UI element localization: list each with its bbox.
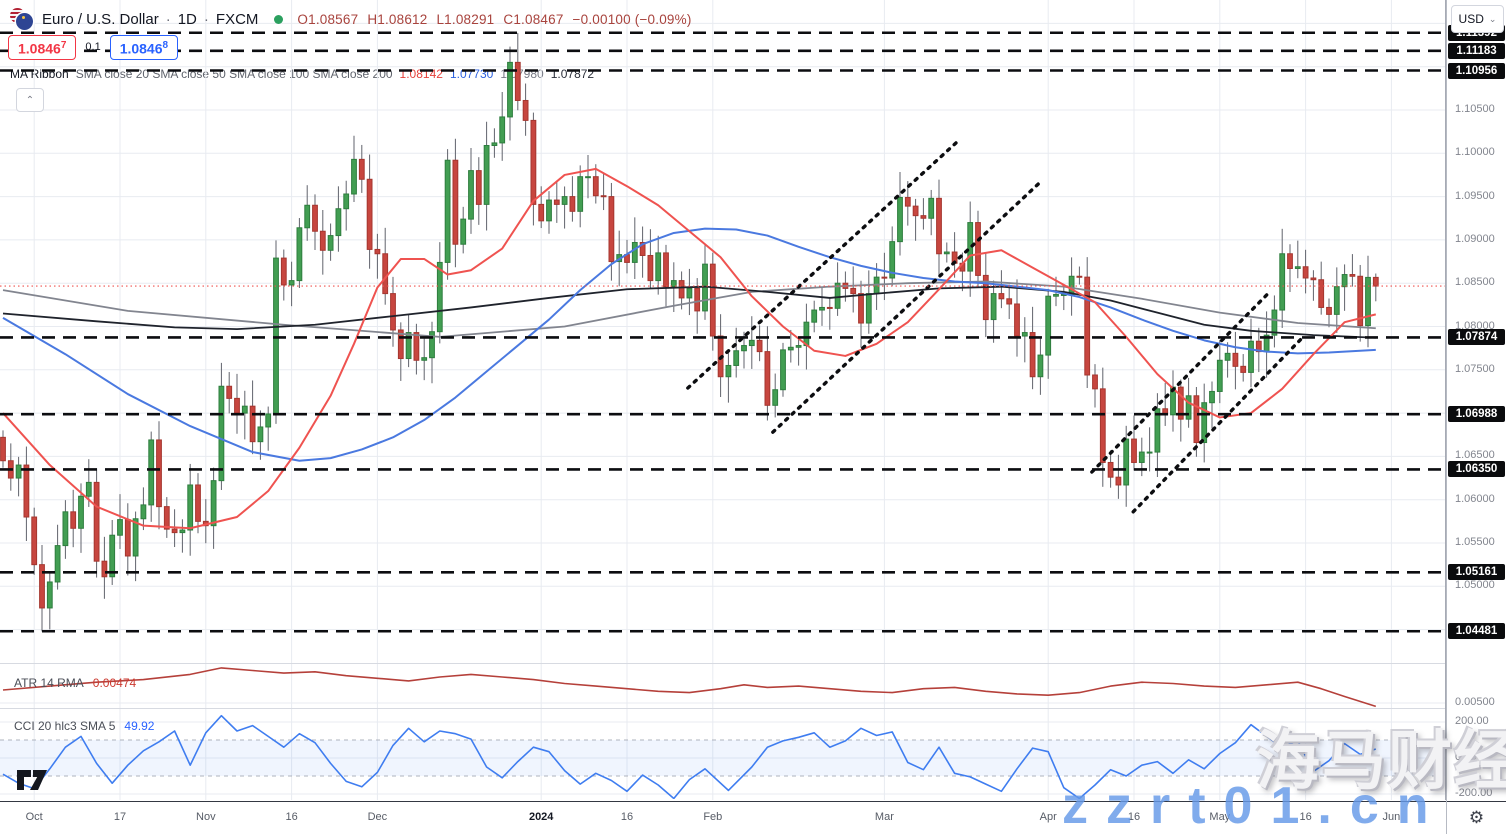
cci-tick-label: -200.00 — [1455, 787, 1493, 799]
atr-label: ATR 14 RMA — [14, 676, 84, 690]
price-tick-label: 1.10500 — [1455, 103, 1495, 115]
title-separator: · — [203, 10, 209, 28]
time-axis-label: 16 — [620, 811, 634, 823]
price-tick-label: 1.06000 — [1455, 492, 1495, 505]
atr-tick-label: 0.00500 — [1455, 696, 1495, 708]
cci-legend[interactable]: CCI 20 hlc3 SMA 5 49.92 — [14, 719, 154, 733]
symbol-header[interactable]: Euro / U.S. Dollar · 1D · FXCM O1.08567 … — [10, 8, 692, 30]
price-tick-label: 1.07500 — [1455, 362, 1495, 375]
level-price-label: 1.11183 — [1448, 42, 1505, 59]
eurusd-flag-icon — [10, 8, 34, 30]
axis-settings-corner[interactable]: ⚙ — [1446, 801, 1506, 834]
chart-canvas[interactable] — [0, 0, 1446, 801]
timeframe-label[interactable]: 1D — [177, 10, 197, 28]
cci-label: CCI 20 hlc3 SMA 5 — [14, 719, 116, 733]
order-panel: 1.08467 0.1 1.08468 — [8, 35, 179, 60]
time-axis-label: 16 — [285, 811, 298, 823]
ohlc-readout: O1.08567 H1.08612 L1.08291 C1.08467 −0.0… — [297, 12, 691, 27]
time-axis-label: Apr — [1039, 811, 1057, 823]
level-price-label: 1.10956 — [1448, 62, 1505, 79]
time-axis-label: 17 — [113, 811, 127, 823]
time-axis-label: Dec — [367, 811, 388, 823]
time-axis-label: 2024 — [528, 811, 554, 823]
cci-tick-label: 200.00 — [1455, 715, 1489, 727]
price-axis[interactable]: USD ⌄ 1.10500 1.10000 1.09500 1.09000 1.0850… — [1446, 0, 1506, 801]
ma-value: 1.07730 — [449, 67, 494, 81]
market-status-dot-icon — [274, 14, 284, 24]
price-tick-label: 1.05000 — [1455, 579, 1495, 592]
tradingview-logo-icon[interactable] — [16, 768, 52, 792]
time-axis-label: 16 — [1299, 811, 1312, 823]
exchange-label: FXCM — [215, 10, 259, 28]
chevron-up-icon: ⌃ — [25, 94, 35, 106]
gear-icon[interactable]: ⚙ — [1468, 808, 1485, 827]
ohlc-open: O1.08567 — [297, 11, 359, 27]
symbol-title[interactable]: Euro / U.S. Dollar — [42, 10, 159, 28]
currency-label: USD — [1458, 12, 1484, 26]
buy-button[interactable]: 1.08468 — [109, 35, 179, 60]
price-tick-label: 1.08500 — [1455, 276, 1495, 289]
ma-value: 1.07872 — [550, 67, 595, 81]
time-axis-label: Mar — [874, 811, 894, 823]
atr-value: 0.00474 — [92, 676, 137, 690]
cci-value: 49.92 — [124, 719, 155, 733]
price-tick-label: 1.05500 — [1455, 536, 1495, 548]
level-price-label: 1.07874 — [1448, 329, 1505, 346]
time-axis-label: Oct — [25, 811, 43, 823]
ohlc-close: C1.08467 — [503, 11, 564, 27]
time-axis-label: May — [1209, 811, 1231, 823]
price-tick-label: 1.08000 — [1455, 319, 1495, 332]
level-price-label: 1.06350 — [1448, 461, 1505, 478]
title-separator: · — [165, 10, 171, 28]
sell-button[interactable]: 1.08467 — [8, 35, 77, 60]
ohlc-high: H1.08612 — [367, 11, 428, 27]
watermark-cjk: 海马财经 — [1256, 725, 1506, 797]
level-price-label: 1.05161 — [1448, 564, 1505, 581]
price-tick-label: 1.06500 — [1455, 449, 1495, 462]
time-axis[interactable]: Oct 17 Nov 16 Dec 2024 16 Feb Mar Apr 16 May 16 Jun — [0, 801, 1506, 834]
time-axis-label: 16 — [1127, 811, 1141, 823]
time-axis-label: Jun — [1382, 811, 1401, 823]
chevron-down-icon: ⌄ — [1488, 13, 1497, 24]
time-axis-label: Nov — [196, 811, 216, 823]
ohlc-change: −0.00100 (−0.09%) — [572, 11, 692, 27]
watermark-site: zzrt01.cn — [1062, 777, 1447, 834]
price-tick-label: 1.09000 — [1455, 232, 1495, 245]
price-tick-label: 1.09500 — [1455, 189, 1495, 202]
ohlc-low: L1.08291 — [436, 11, 495, 27]
atr-legend[interactable]: ATR 14 RMA 0.00474 — [14, 676, 136, 690]
cci-tick-label: 0.00 — [1455, 751, 1477, 763]
level-price-label: 1.06988 — [1448, 406, 1505, 423]
spread-value: 0.1 — [85, 41, 101, 54]
time-axis-label: Feb — [703, 811, 723, 823]
currency-selector-button[interactable]: USD ⌄ — [1451, 5, 1504, 33]
collapse-panel-button[interactable]: ⌃ — [16, 88, 44, 112]
level-price-label: 1.04481 — [1448, 623, 1505, 640]
price-tick-label: 1.10000 — [1455, 146, 1495, 159]
